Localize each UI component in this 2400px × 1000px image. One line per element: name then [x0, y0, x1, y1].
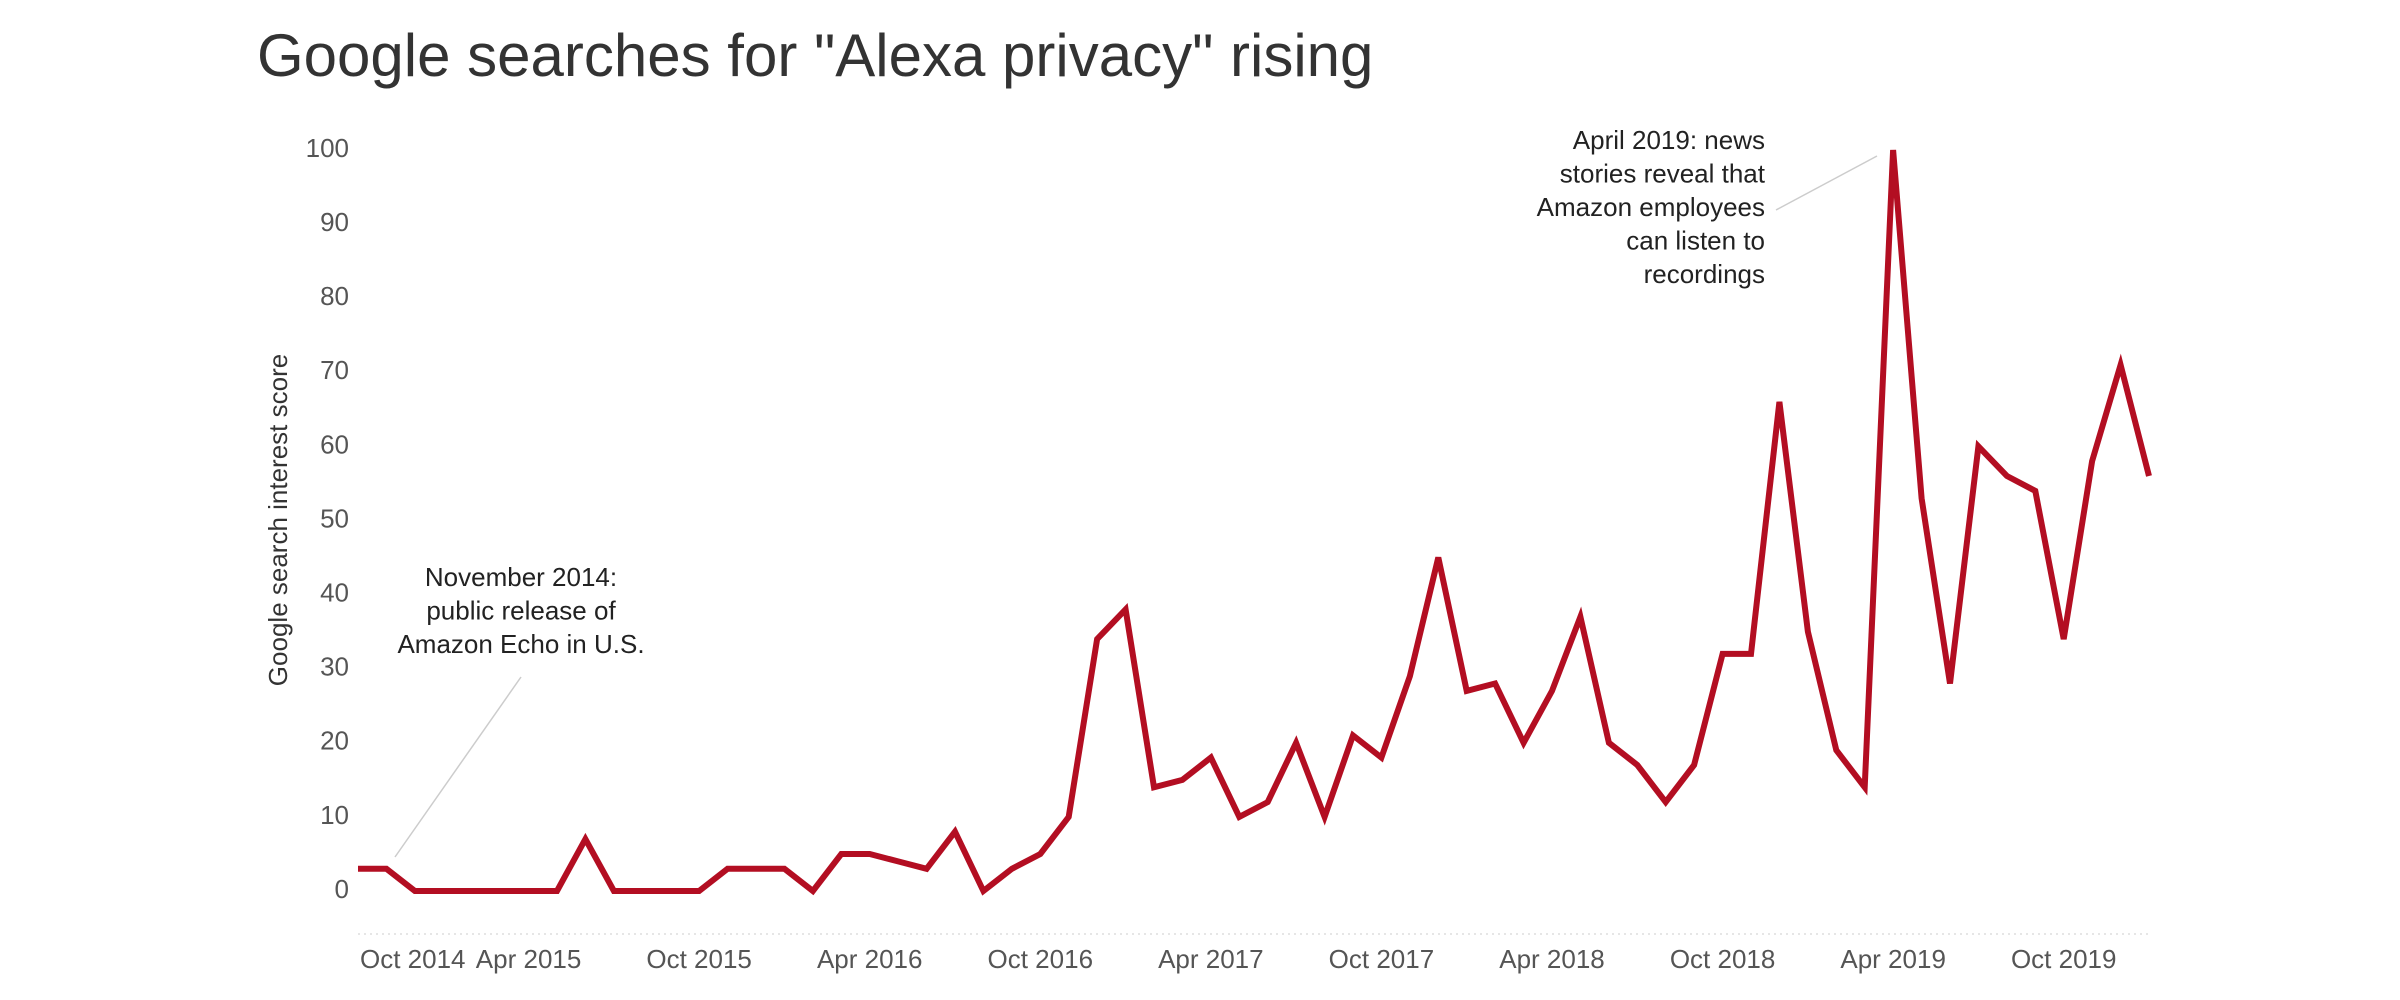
x-tick-label: Oct 2016 [988, 944, 1094, 974]
annotation: November 2014: [425, 562, 617, 592]
x-tick-label: Oct 2017 [1329, 944, 1435, 974]
x-tick-label: Oct 2018 [1670, 944, 1776, 974]
y-tick-label: 40 [320, 577, 349, 607]
x-tick-label: Apr 2016 [817, 944, 923, 974]
annotation: public release of [426, 595, 616, 625]
x-tick-label: Apr 2017 [1158, 944, 1264, 974]
chart-title: Google searches for "Alexa privacy" risi… [257, 22, 1373, 89]
x-tick-label: Apr 2019 [1840, 944, 1946, 974]
leader-line [1775, 155, 1878, 211]
y-tick-label: 50 [320, 503, 349, 533]
annotation: April 2019: news [1573, 125, 1765, 155]
y-tick-label: 100 [306, 133, 349, 163]
y-tick-label: 20 [320, 726, 349, 756]
y-tick-label: 80 [320, 281, 349, 311]
x-tick-label: Apr 2018 [1499, 944, 1605, 974]
annotation: Amazon employees [1537, 192, 1765, 222]
y-tick-label: 0 [335, 874, 349, 904]
x-tick-label: Apr 2015 [476, 944, 582, 974]
data-line [358, 149, 2152, 896]
annotation: stories reveal that [1560, 158, 1766, 188]
y-tick-label: 90 [320, 207, 349, 237]
x-tick-label: Oct 2019 [2011, 944, 2117, 974]
annotation: can listen to [1626, 225, 1765, 255]
y-tick-label: 70 [320, 355, 349, 385]
y-tick-label: 30 [320, 652, 349, 682]
y-axis-title: Google search interest score [263, 354, 293, 686]
x-tick-label: Oct 2014 [360, 944, 466, 974]
leader-line [394, 676, 522, 858]
annotation: recordings [1644, 259, 1765, 289]
x-tick-label: Oct 2015 [646, 944, 752, 974]
y-tick-label: 10 [320, 800, 349, 830]
y-tick-label: 60 [320, 429, 349, 459]
annotation: Amazon Echo in U.S. [397, 629, 644, 659]
